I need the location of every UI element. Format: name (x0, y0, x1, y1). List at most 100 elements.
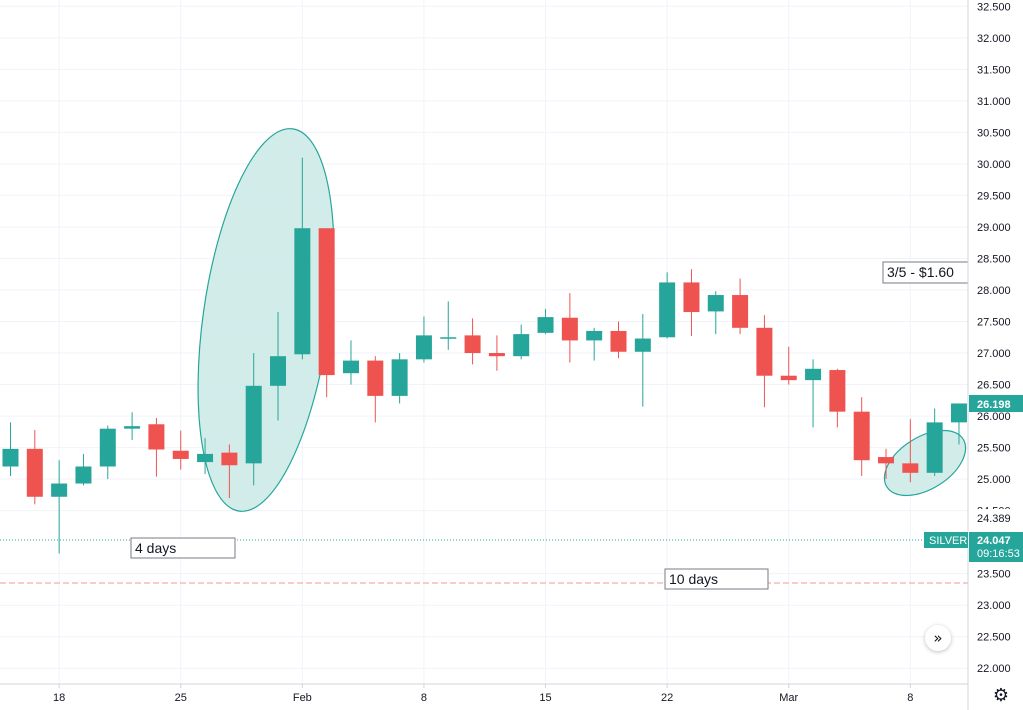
price-axis[interactable]: 22.00022.50023.00023.50024.50025.00025.5… (977, 1, 1011, 675)
y-tick-label: 29.500 (977, 190, 1011, 202)
candle[interactable] (805, 359, 822, 428)
candle-body (659, 282, 676, 338)
candle[interactable] (342, 340, 359, 385)
candle-body (391, 359, 408, 396)
y-tick-label: 27.000 (977, 348, 1011, 360)
candle-body (415, 335, 432, 360)
candle-body (561, 317, 578, 341)
candle[interactable] (440, 301, 457, 350)
y-tick-label: 22.500 (977, 632, 1011, 644)
candle-body (99, 428, 116, 467)
candle-body (853, 411, 870, 461)
candle[interactable] (148, 417, 165, 477)
note-price-text: 3/5 - $1.60 (887, 264, 954, 280)
candle[interactable] (950, 403, 967, 445)
candle-body (318, 228, 335, 376)
time-axis[interactable]: 18 25 Feb 8 15 22 Mar 8 (53, 684, 913, 704)
candle[interactable] (586, 327, 603, 361)
settings-gear-icon[interactable]: ⚙ (990, 684, 1012, 706)
y-tick-label: 32.000 (977, 33, 1011, 45)
x-tick-label: 8 (907, 692, 913, 704)
candle[interactable] (197, 438, 214, 475)
annotation-ellipses (197, 128, 977, 512)
symbol-badge[interactable]: SILVER (924, 532, 968, 548)
candle[interactable] (26, 429, 43, 505)
candle[interactable] (659, 272, 676, 339)
y-tick-label: 22.000 (977, 663, 1011, 675)
candle[interactable] (415, 316, 432, 363)
note-4days-box[interactable] (130, 537, 236, 559)
candle-body (245, 385, 262, 464)
candle-body (732, 295, 749, 328)
candle-body (294, 228, 311, 355)
candle[interactable] (367, 356, 384, 423)
candle[interactable] (610, 321, 627, 359)
candle[interactable] (221, 444, 238, 499)
y-tick-label: 30.500 (977, 127, 1011, 139)
candle[interactable] (464, 318, 481, 365)
candle-body (950, 403, 967, 423)
candle-body (902, 463, 919, 473)
candle[interactable] (756, 315, 773, 408)
candle-body (75, 466, 92, 484)
x-tick-label: 8 (421, 692, 427, 704)
candle[interactable] (878, 448, 895, 480)
candle-body (367, 360, 384, 396)
y-tick-label: 28.500 (977, 253, 1011, 265)
y-tick-label: 23.500 (977, 569, 1011, 581)
candle[interactable] (537, 308, 554, 335)
candle[interactable] (2, 422, 19, 476)
candle-body (197, 453, 214, 463)
candle[interactable] (561, 293, 578, 363)
y-tick-label: 26.500 (977, 380, 1011, 392)
candle-body (878, 457, 895, 464)
candle[interactable] (75, 453, 92, 486)
candle[interactable] (829, 368, 846, 428)
candle[interactable] (707, 291, 724, 335)
candle[interactable] (245, 353, 262, 486)
double-chevron-right-icon: » (933, 629, 943, 647)
candle-body (221, 452, 238, 466)
candle-body (51, 483, 68, 497)
candle[interactable] (926, 408, 943, 476)
candle[interactable] (683, 269, 700, 337)
y-tick-label: 28.000 (977, 285, 1011, 297)
highlight-ellipse-march-rebound[interactable] (873, 417, 977, 509)
candle[interactable] (391, 353, 408, 404)
candle-body (634, 338, 651, 352)
candle-body (537, 317, 554, 333)
candle[interactable] (172, 430, 189, 470)
candle-body (26, 448, 43, 497)
candle[interactable] (99, 425, 116, 480)
candle[interactable] (853, 397, 870, 476)
note-10days-box[interactable] (664, 568, 769, 590)
candle-body (440, 337, 457, 339)
candle-body (148, 424, 165, 450)
candle-body (683, 282, 700, 313)
candle[interactable] (513, 324, 530, 360)
svg-text:09:16:53: 09:16:53 (977, 548, 1020, 560)
candle[interactable] (124, 412, 141, 441)
candle-body (610, 330, 627, 352)
current-price-badge: 24.047 09:16:53 (969, 532, 1023, 562)
candle[interactable] (902, 419, 919, 483)
candle[interactable] (318, 228, 335, 398)
candle[interactable] (294, 157, 311, 360)
candles (2, 157, 967, 554)
y-tick-label: 30.000 (977, 159, 1011, 171)
candle[interactable] (732, 278, 749, 335)
candle[interactable] (780, 346, 797, 385)
candle[interactable] (51, 460, 68, 554)
y-tick-label: 23.000 (977, 600, 1011, 612)
candle-body (513, 334, 530, 357)
candle[interactable] (634, 313, 651, 407)
x-tick-label: 15 (539, 692, 551, 704)
candle-body (829, 370, 846, 412)
x-tick-label: Feb (293, 692, 312, 704)
y-tick-label: 31.500 (977, 64, 1011, 76)
candle[interactable] (488, 335, 505, 371)
candle[interactable] (270, 312, 287, 421)
svg-text:SILVER: SILVER (929, 535, 967, 547)
scroll-to-realtime-button[interactable]: » (925, 625, 951, 651)
